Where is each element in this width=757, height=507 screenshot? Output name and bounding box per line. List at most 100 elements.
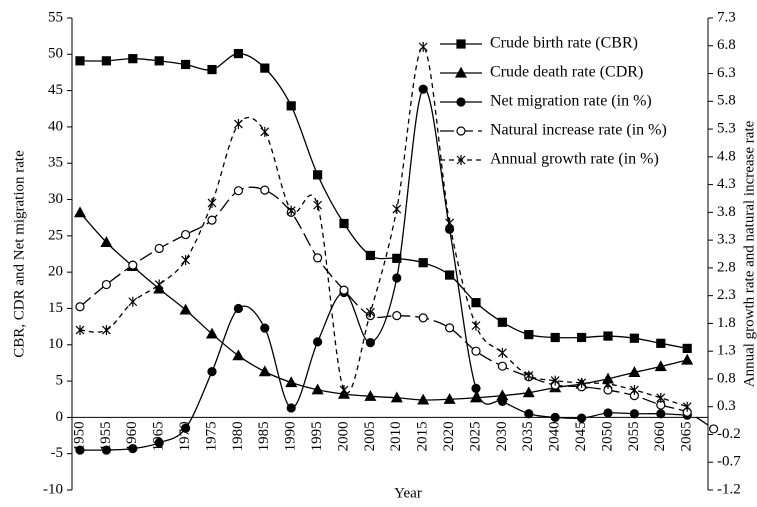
series-line bbox=[79, 46, 688, 408]
y-tick-label: 20 bbox=[48, 264, 63, 280]
legend-marker bbox=[454, 66, 468, 78]
data-point bbox=[181, 229, 191, 240]
data-point bbox=[233, 186, 243, 196]
data-point bbox=[708, 424, 719, 434]
data-point bbox=[313, 170, 323, 180]
data-point bbox=[522, 386, 535, 398]
y-tick-label: 45 bbox=[48, 82, 63, 98]
data-point bbox=[207, 197, 217, 208]
legend-marker bbox=[456, 39, 466, 49]
data-point bbox=[417, 393, 430, 405]
x-tick-label: 1990 bbox=[283, 421, 299, 451]
legend-marker bbox=[456, 97, 466, 107]
data-point bbox=[154, 438, 164, 448]
data-point bbox=[101, 325, 111, 336]
data-point bbox=[260, 185, 270, 195]
y-tick-label: 5 bbox=[56, 373, 64, 389]
data-point bbox=[128, 444, 138, 454]
y-tick-label: 10 bbox=[48, 336, 63, 352]
y2-tick-label: 2.3 bbox=[717, 287, 736, 303]
y-tick-label: 55 bbox=[48, 9, 63, 25]
data-point bbox=[260, 126, 270, 137]
y2-tick-label: -0.7 bbox=[717, 454, 741, 470]
data-point bbox=[75, 325, 85, 336]
data-point bbox=[75, 56, 85, 66]
data-point bbox=[260, 323, 270, 333]
legend-label: Crude death rate (CDR) bbox=[490, 64, 643, 81]
y2-tick-label: 1.3 bbox=[717, 343, 736, 359]
data-point bbox=[629, 385, 639, 396]
data-point bbox=[179, 303, 192, 315]
data-point bbox=[682, 343, 692, 353]
data-point bbox=[286, 403, 296, 413]
x-tick-label: 1980 bbox=[230, 421, 246, 451]
x-tick-label: 2000 bbox=[335, 421, 351, 451]
x-tick-label: 2015 bbox=[415, 421, 431, 451]
x-tick-label: 2010 bbox=[388, 421, 404, 451]
y-axis-title: CBR, CDR and Net migration rate bbox=[11, 150, 27, 358]
y-tick-label: 50 bbox=[48, 46, 63, 62]
data-point bbox=[339, 218, 349, 229]
y-tick-label: 25 bbox=[48, 227, 63, 243]
data-point bbox=[418, 258, 428, 268]
y-tick-label: 35 bbox=[48, 155, 63, 171]
y2-tick-label: 6.8 bbox=[717, 37, 736, 53]
data-point bbox=[101, 279, 112, 290]
data-point bbox=[286, 101, 296, 111]
data-point bbox=[471, 320, 481, 331]
data-point bbox=[207, 367, 217, 377]
data-point bbox=[232, 349, 245, 361]
y2-tick-label: 0.3 bbox=[717, 398, 736, 414]
data-point bbox=[313, 200, 323, 211]
x-tick-label: 1995 bbox=[309, 421, 325, 451]
data-point bbox=[181, 59, 191, 70]
x-tick-label: 2025 bbox=[467, 421, 483, 451]
data-point bbox=[497, 347, 507, 358]
data-point bbox=[75, 302, 85, 312]
data-point bbox=[445, 270, 455, 280]
x-tick-label: 2030 bbox=[494, 421, 510, 451]
data-point bbox=[550, 332, 560, 343]
data-point bbox=[365, 307, 375, 318]
y-tick-label: 40 bbox=[48, 118, 63, 134]
x-tick-label: 1955 bbox=[98, 421, 114, 451]
legend-label: Crude birth rate (CBR) bbox=[490, 35, 638, 52]
y2-tick-label: -1.2 bbox=[717, 481, 741, 497]
data-point bbox=[390, 391, 403, 403]
y-tick-label: -10 bbox=[43, 481, 63, 497]
y2-tick-label: 5.8 bbox=[717, 93, 736, 109]
x-tick-label: 2045 bbox=[573, 421, 589, 451]
data-point bbox=[656, 338, 666, 348]
data-point bbox=[154, 56, 164, 66]
data-point bbox=[313, 337, 323, 347]
data-point bbox=[443, 392, 456, 404]
data-point bbox=[207, 215, 217, 225]
data-point bbox=[311, 383, 324, 395]
x-tick-label: 2035 bbox=[520, 421, 536, 451]
data-point bbox=[471, 298, 481, 308]
data-point bbox=[100, 236, 113, 247]
x-tick-label: 2060 bbox=[652, 421, 668, 451]
data-point bbox=[392, 253, 402, 263]
x-tick-label: 1950 bbox=[71, 421, 87, 451]
x-tick-label: 1960 bbox=[124, 421, 140, 451]
data-point bbox=[233, 48, 243, 59]
x-tick-label: 1975 bbox=[203, 421, 219, 451]
y2-tick-label: 6.3 bbox=[717, 65, 736, 81]
data-point bbox=[154, 279, 164, 290]
data-point bbox=[313, 253, 323, 263]
data-point bbox=[576, 413, 587, 423]
data-point bbox=[629, 409, 640, 419]
data-point bbox=[469, 391, 483, 403]
data-point bbox=[471, 346, 481, 356]
y2-tick-label: 3.8 bbox=[717, 204, 736, 220]
y2-tick-label: 5.3 bbox=[717, 120, 736, 136]
data-point bbox=[392, 311, 402, 321]
data-point bbox=[681, 353, 694, 365]
data-point bbox=[339, 285, 349, 295]
data-point bbox=[128, 296, 138, 307]
data-point bbox=[654, 360, 667, 372]
data-point bbox=[205, 327, 219, 339]
legend-marker bbox=[456, 126, 466, 136]
